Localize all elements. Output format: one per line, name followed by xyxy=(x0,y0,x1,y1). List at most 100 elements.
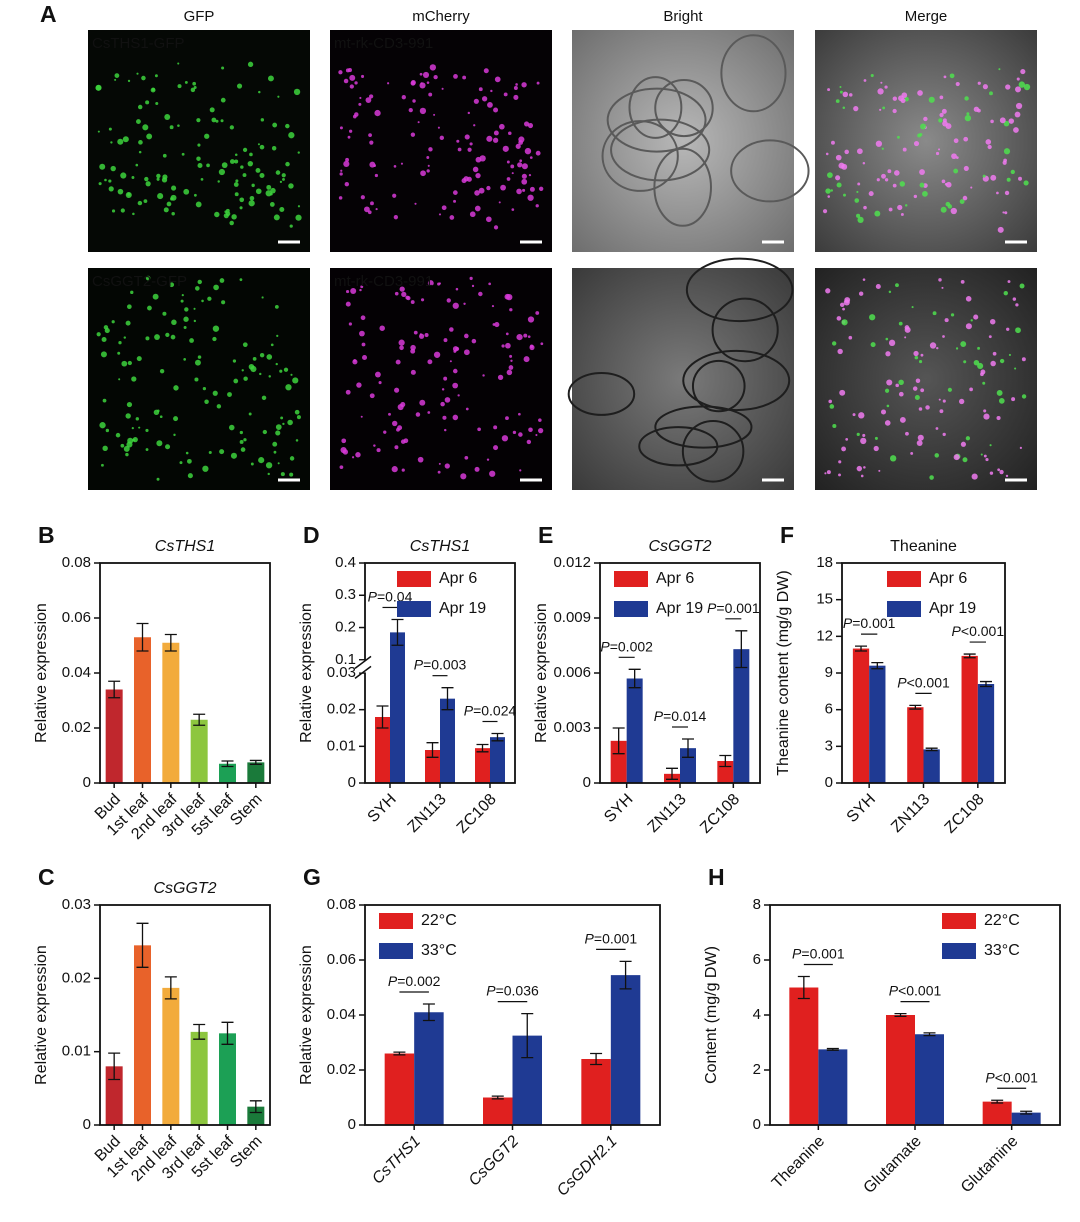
cell-outline xyxy=(606,87,707,153)
error-bar xyxy=(963,653,976,659)
fluorescence-spot xyxy=(242,173,247,178)
fluorescence-spot xyxy=(117,188,124,195)
fluorescence-spot xyxy=(1010,169,1015,175)
fluorescence-spot xyxy=(438,462,441,465)
fluorescence-spot xyxy=(351,456,355,459)
fluorescence-spot xyxy=(228,424,235,431)
fluorescence-spot xyxy=(419,107,427,115)
fluorescence-spot xyxy=(463,302,466,305)
legend-label: Apr 19 xyxy=(929,600,976,617)
error-bar xyxy=(476,743,489,753)
fluorescence-spot xyxy=(963,136,969,142)
fluorescence-spot xyxy=(125,320,131,326)
legend-label: 22°C xyxy=(984,912,1020,929)
bar xyxy=(219,763,236,783)
fluorescence-spot xyxy=(464,134,470,140)
error-bar xyxy=(108,680,121,699)
fluorescence-spot xyxy=(523,121,530,127)
fluorescence-spot xyxy=(842,91,849,98)
fluorescence-spot xyxy=(474,205,481,212)
fluorescence-spot xyxy=(347,135,351,139)
fluorescence-spot xyxy=(177,124,180,127)
fluorescence-spot xyxy=(433,351,441,358)
fluorescence-spot xyxy=(340,169,343,172)
fluorescence-spot xyxy=(156,477,160,481)
fluorescence-spot xyxy=(482,374,485,377)
fluorescence-spot xyxy=(911,306,914,309)
cell-outline xyxy=(691,359,746,413)
fluorescence-spot xyxy=(171,185,177,191)
fluorescence-spot xyxy=(904,325,910,330)
fluorescence-spot xyxy=(519,469,522,472)
micrograph xyxy=(572,30,794,252)
fluorescence-spot xyxy=(1005,474,1009,478)
fluorescence-spot xyxy=(919,169,925,175)
fluorescence-spot xyxy=(419,72,423,76)
fluorescence-spot xyxy=(156,440,163,447)
error-bar xyxy=(797,975,810,1000)
fluorescence-spot xyxy=(501,435,509,442)
fluorescence-spot xyxy=(955,347,959,350)
fluorescence-spot xyxy=(259,372,262,376)
fluorescence-spot xyxy=(886,404,890,408)
fluorescence-spot xyxy=(465,407,469,411)
bar xyxy=(490,737,505,783)
fluorescence-spot xyxy=(469,211,476,218)
fluorescence-spot xyxy=(960,441,967,447)
fluorescence-spot xyxy=(536,81,540,85)
fluorescence-spot xyxy=(368,133,372,138)
fluorescence-spot xyxy=(108,179,112,183)
fluorescence-spot xyxy=(410,369,416,375)
error-bar xyxy=(855,645,868,652)
fluorescence-spot xyxy=(521,82,527,88)
fluorescence-spot xyxy=(982,84,988,90)
fluorescence-spot xyxy=(965,323,972,330)
fluorescence-spot xyxy=(899,417,906,423)
fluorescence-spot xyxy=(868,191,874,197)
fluorescence-spot xyxy=(511,172,514,175)
fluorescence-spot xyxy=(247,160,254,167)
fluorescence-spot xyxy=(266,354,273,360)
fluorescence-spot xyxy=(966,112,970,116)
error-bar xyxy=(612,727,625,755)
bar xyxy=(581,1059,611,1125)
x-tick-label: ZC108 xyxy=(697,791,743,837)
fluorescence-spot xyxy=(988,335,992,339)
fluorescence-spot xyxy=(235,179,239,183)
fluorescence-spot xyxy=(250,462,254,466)
fluorescence-spot xyxy=(969,387,973,392)
fluorescence-spot xyxy=(194,377,199,382)
fluorescence-spot xyxy=(96,332,101,337)
fluorescence-spot xyxy=(236,83,243,89)
fluorescence-spot xyxy=(369,140,374,145)
chart-title: CsTHS1 xyxy=(410,538,470,555)
p-value: P<0.001 xyxy=(952,623,1005,639)
fluorescence-spot xyxy=(277,95,280,98)
fluorescence-spot xyxy=(504,293,511,300)
fluorescence-spot xyxy=(881,147,884,150)
fluorescence-spot xyxy=(280,416,284,420)
bar xyxy=(375,717,390,783)
fluorescence-spot xyxy=(535,204,539,208)
fluorescence-spot xyxy=(501,344,505,348)
fluorescence-spot xyxy=(880,81,883,84)
fluorescence-spot xyxy=(875,140,883,147)
fluorescence-spot xyxy=(913,194,918,199)
fluorescence-spot xyxy=(375,207,378,211)
fluorescence-spot xyxy=(894,170,900,176)
row-label: mt-rk-CD3-991 xyxy=(334,273,433,290)
fluorescence-spot xyxy=(453,74,458,79)
fluorescence-spot xyxy=(897,204,903,211)
fluorescence-spot xyxy=(419,82,426,89)
error-bar xyxy=(628,668,641,689)
fluorescence-spot xyxy=(282,177,285,181)
fluorescence-spot xyxy=(862,433,866,437)
fluorescence-spot xyxy=(452,190,458,196)
fluorescence-spot xyxy=(261,296,264,299)
y-axis-label: Relative expression xyxy=(33,945,50,1085)
fluorescence-spot xyxy=(962,457,968,463)
fluorescence-spot xyxy=(338,196,343,200)
fluorescence-spot xyxy=(940,206,947,213)
fluorescence-spot xyxy=(527,194,534,201)
fluorescence-spot xyxy=(998,68,1001,71)
